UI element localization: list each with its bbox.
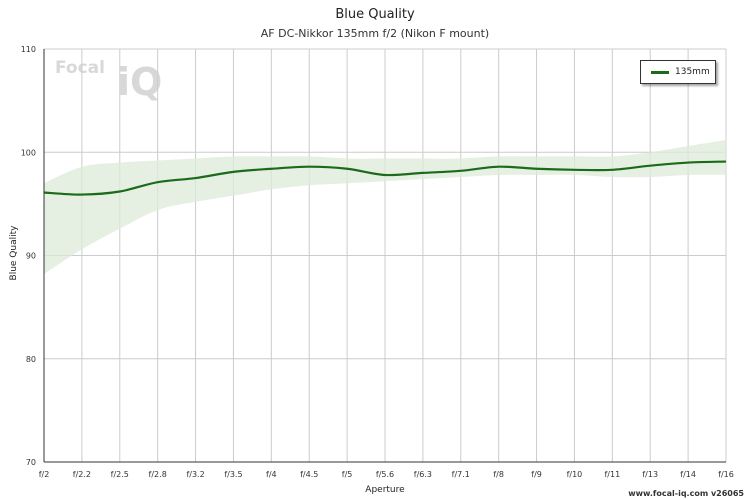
y-tick-label: 70 [26,458,36,467]
legend-swatch [651,70,669,74]
y-tick-label: 110 [21,45,36,54]
x-tick-label: f/2.2 [73,470,91,479]
x-tick-label: f/4.5 [300,470,318,479]
focal-iq-logo: Focal iQ [55,58,162,104]
x-tick-label: f/5 [342,470,353,479]
chart-subtitle: AF DC-Nikkor 135mm f/2 (Nikon F mount) [260,27,490,40]
x-tick-label: f/5.6 [376,470,394,479]
x-tick-label: f/14 [680,470,696,479]
legend-label: 135mm [675,67,710,77]
y-tick-label: 80 [26,355,36,364]
x-tick-label: f/8 [493,470,504,479]
y-axis-label: Blue Quality [9,225,19,281]
x-tick-label: f/2 [39,470,50,479]
series-line-135mm [43,160,727,196]
confidence-band [44,139,726,275]
x-tick-label: f/2.5 [111,470,129,479]
series-lines [43,160,727,196]
x-tick-label: f/16 [718,470,734,479]
series-band [44,139,726,275]
logo-focal-text: Focal [55,58,105,78]
x-tick-label: f/9 [531,470,542,479]
y-tick-label: 90 [26,252,36,261]
x-tick-label: f/7.1 [452,470,470,479]
grid-lines [43,48,727,463]
footer-credit: www.focal-iq.com v26065 [628,489,744,498]
legend: 135mm [640,60,716,84]
x-tick-label: f/3.5 [224,470,242,479]
y-tick-label: 100 [21,148,36,157]
x-tick-label: f/10 [567,470,583,479]
x-tick-label: f/4 [266,470,277,479]
x-tick-label: f/6.3 [414,470,432,479]
x-tick-label: f/11 [604,470,620,479]
logo-iq-text: iQ [117,60,163,104]
axes [43,49,726,463]
x-tick-labels: f/2 f/2.2 f/2.5 f/2.8 f/3.2 f/3.5 f/4 f/4.5 f/5 f… [39,470,734,479]
y-tick-labels: 70 80 90 100 110 [21,45,36,467]
x-axis-label: Aperture [365,485,405,495]
chart-title: Blue Quality [335,7,415,22]
x-tick-label: f/2.8 [149,470,167,479]
x-tick-label: f/3.2 [186,470,204,479]
x-tick-label: f/13 [642,470,658,479]
